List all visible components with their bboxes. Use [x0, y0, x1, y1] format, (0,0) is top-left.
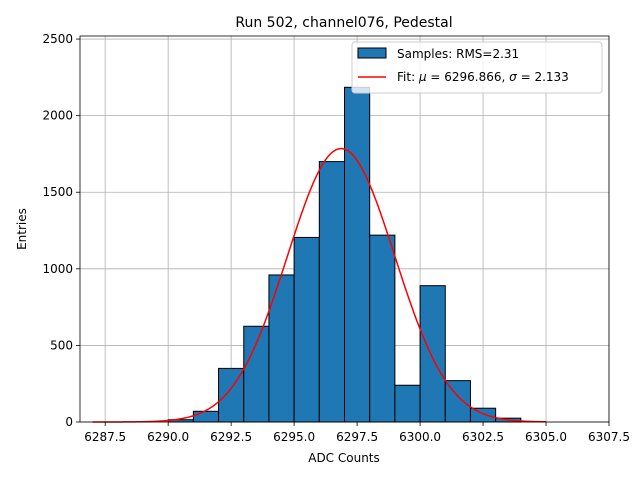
legend-histogram-swatch — [357, 47, 387, 59]
histogram-bar — [318, 161, 345, 423]
histogram-bar — [293, 236, 320, 423]
y-tick-label: 1000 — [42, 262, 73, 276]
x-tick-label: 6302.5 — [462, 430, 504, 444]
chart-title: Run 502, channel076, Pedestal — [235, 15, 452, 31]
y-tick-label: 2500 — [42, 32, 73, 46]
x-tick-label: 6297.5 — [336, 430, 378, 444]
histogram-bar — [344, 86, 371, 423]
legend-fit-label: Fit: μ = 6296.866, σ = 2.133 — [397, 70, 569, 84]
y-tick-label: 500 — [50, 338, 73, 352]
y-tick-label: 1500 — [42, 185, 73, 199]
histogram-bar — [268, 274, 295, 423]
histogram-bar — [444, 380, 471, 423]
histogram-bar — [469, 407, 497, 423]
histogram-bar — [243, 325, 270, 423]
y-tick-label: 2000 — [42, 109, 73, 123]
fit-curve — [92, 147, 547, 423]
x-tick-label: 6290.0 — [147, 430, 189, 444]
x-tick-label: 6300.0 — [399, 430, 441, 444]
x-tick-label: 6287.5 — [84, 430, 126, 444]
x-tick-label: 6307.5 — [588, 430, 630, 444]
legend-histogram-label: Samples: RMS=2.31 — [397, 47, 519, 61]
histogram-bar — [192, 410, 220, 423]
plot-frame — [79, 35, 610, 423]
x-axis-ticks: 6287.5 6290.0 6292.5 6295.0 6297.5 6300.0 6302… — [84, 422, 630, 444]
y-tick-label: 0 — [65, 415, 73, 429]
x-tick-label: 6292.5 — [210, 430, 252, 444]
histogram-bar — [394, 384, 421, 423]
histogram-bar — [369, 234, 396, 423]
histogram-bar — [419, 285, 446, 423]
x-tick-label: 6305.0 — [525, 430, 567, 444]
legend-box — [351, 41, 603, 94]
legend: Samples: RMS=2.31 Fit: μ = 6296.866, σ =… — [351, 41, 603, 94]
y-axis-label: Entries — [15, 208, 29, 250]
x-tick-label: 6295.0 — [273, 430, 315, 444]
x-axis-label: ADC Counts — [308, 451, 380, 465]
y-axis-ticks: 0 500 1000 1500 2000 2500 — [42, 32, 80, 429]
